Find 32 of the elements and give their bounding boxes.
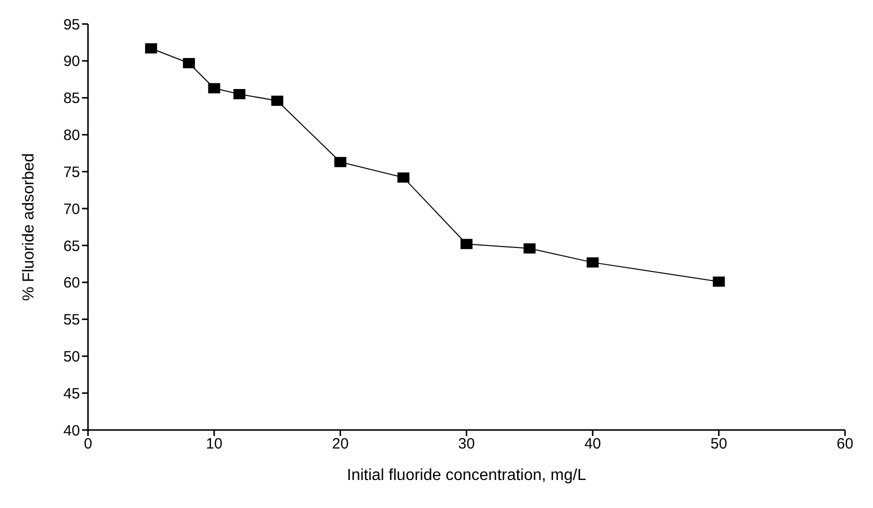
y-tick-label: 50	[63, 348, 80, 366]
y-tick-label: 45	[63, 385, 80, 402]
x-tick-label: 0	[84, 436, 92, 453]
point	[712, 276, 725, 287]
y-tick-label: 80	[63, 127, 80, 144]
y-tick-label: 60	[63, 274, 80, 292]
y-tick-label: 95	[63, 16, 80, 34]
x-axis-title: Initial fluoride concentration, mg/L	[346, 467, 586, 484]
x-tick-label: 10	[206, 436, 223, 453]
y-tick-label: 75	[63, 164, 80, 181]
x-tick-label: 30	[458, 436, 475, 453]
y-tick-label: 85	[63, 90, 80, 108]
point	[271, 96, 284, 106]
x-tick-label: 20	[332, 436, 349, 453]
point	[524, 243, 536, 254]
y-tick-label: 55	[63, 312, 80, 329]
x-tick-label: 40	[584, 436, 602, 453]
y-tick-label: 70	[63, 200, 80, 218]
point	[586, 257, 599, 268]
x-tick-label: 50	[710, 436, 728, 453]
point	[460, 238, 472, 250]
y-tick-label: 40	[63, 422, 80, 440]
y-tick-label: 90	[63, 53, 80, 70]
point	[145, 43, 158, 54]
x-tick-label: 60	[836, 436, 854, 453]
y-tick-label: 65	[63, 238, 80, 255]
point	[334, 156, 346, 168]
y-axis-title: % Fluoride adsorbed	[20, 153, 38, 301]
point	[233, 89, 246, 100]
point	[397, 172, 410, 183]
point	[208, 83, 220, 94]
point	[182, 58, 195, 68]
